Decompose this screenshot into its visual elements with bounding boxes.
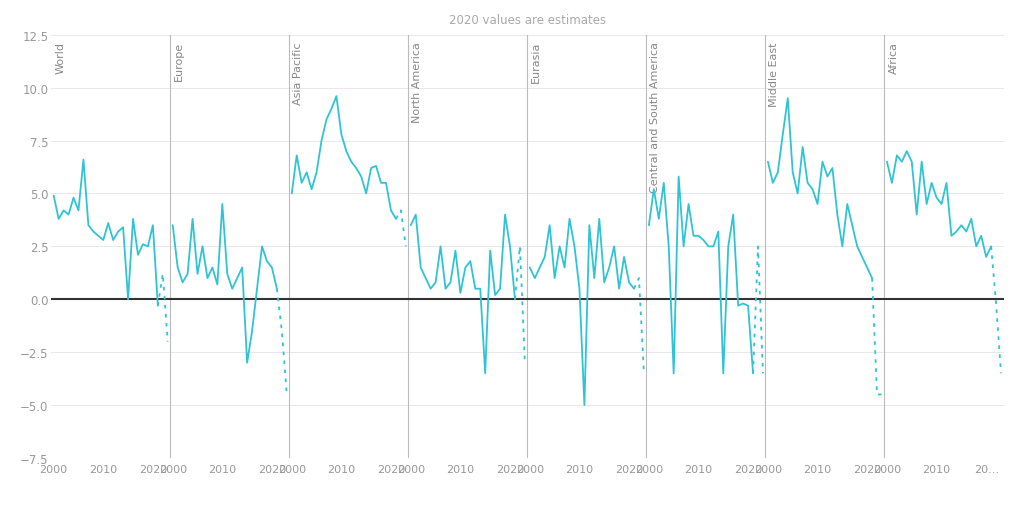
Text: Africa: Africa	[889, 42, 898, 74]
Text: North America: North America	[413, 42, 422, 123]
Text: Europe: Europe	[174, 42, 184, 81]
Text: Asia Pacific: Asia Pacific	[293, 42, 303, 104]
Text: Middle East: Middle East	[769, 42, 779, 106]
Text: 2020 values are estimates: 2020 values are estimates	[449, 14, 606, 27]
Text: World: World	[55, 42, 66, 74]
Text: Eurasia: Eurasia	[531, 42, 542, 83]
Text: Central and South America: Central and South America	[650, 42, 660, 193]
